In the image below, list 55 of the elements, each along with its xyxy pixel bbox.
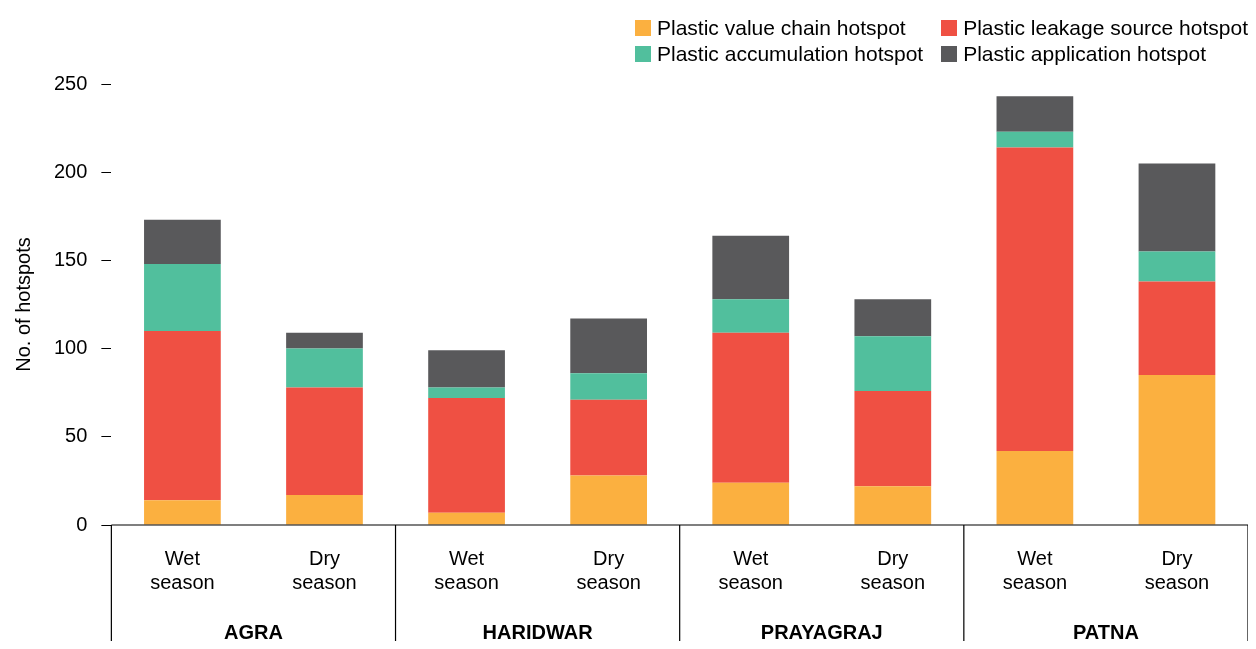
y-tick-label: 0 [76, 512, 88, 535]
bar [570, 318, 648, 374]
bar [286, 495, 363, 525]
bar [1138, 163, 1216, 252]
bar [428, 397, 505, 513]
text: AGRA [224, 621, 283, 643]
y-tick-label: 200 [53, 159, 88, 182]
x-tick-label: Wet season [150, 546, 215, 593]
bar [1138, 251, 1216, 282]
bar [144, 500, 221, 525]
bar [570, 475, 648, 525]
y-tick-label: 100 [53, 336, 88, 359]
x-tick-label: Wet season [434, 546, 499, 593]
x-tick-label: Wet season [1002, 546, 1068, 593]
x-tick-label: Dry season [576, 546, 641, 593]
y-tick-label: 50 [65, 424, 88, 447]
bar [854, 486, 932, 525]
bar [712, 299, 790, 333]
bar [1138, 281, 1216, 376]
y-tick-label: 250 [53, 71, 88, 94]
bar [712, 332, 790, 483]
bar [428, 387, 505, 398]
bar [286, 348, 363, 388]
bar [286, 387, 363, 496]
bar [854, 299, 932, 337]
bar [996, 450, 1074, 525]
y-axis-title: No. of hotspots [11, 237, 34, 372]
bar [712, 482, 790, 525]
legend-label: Plastic application hotspot [963, 42, 1206, 66]
x-tick-label: Dry season [292, 546, 357, 593]
bar [144, 219, 221, 264]
bar [428, 512, 505, 525]
text: PATNA [1072, 621, 1139, 643]
bar [144, 330, 221, 501]
x-tick-label: Dry season [860, 546, 926, 593]
legend-label: Plastic accumulation hotspot [657, 42, 924, 66]
x-tick-label: Wet season [718, 546, 783, 593]
bar [286, 332, 363, 349]
bar [996, 131, 1074, 148]
x-tick-label: Dry season [1144, 546, 1210, 593]
bar [854, 336, 932, 391]
bar [712, 235, 790, 300]
bar [996, 147, 1074, 451]
bar [996, 96, 1074, 132]
legend-label: Plastic value chain hotspot [657, 16, 906, 40]
bar [144, 263, 221, 331]
legend-label: Plastic leakage source hotspot [963, 16, 1248, 40]
y-tick-label: 150 [53, 247, 88, 270]
text: PRAYAGRAJ [760, 621, 883, 643]
bar [570, 399, 648, 476]
bar [854, 390, 932, 487]
bar [1138, 375, 1216, 525]
bar [570, 373, 648, 400]
text: HARIDWAR [482, 621, 594, 643]
bar [428, 350, 505, 388]
